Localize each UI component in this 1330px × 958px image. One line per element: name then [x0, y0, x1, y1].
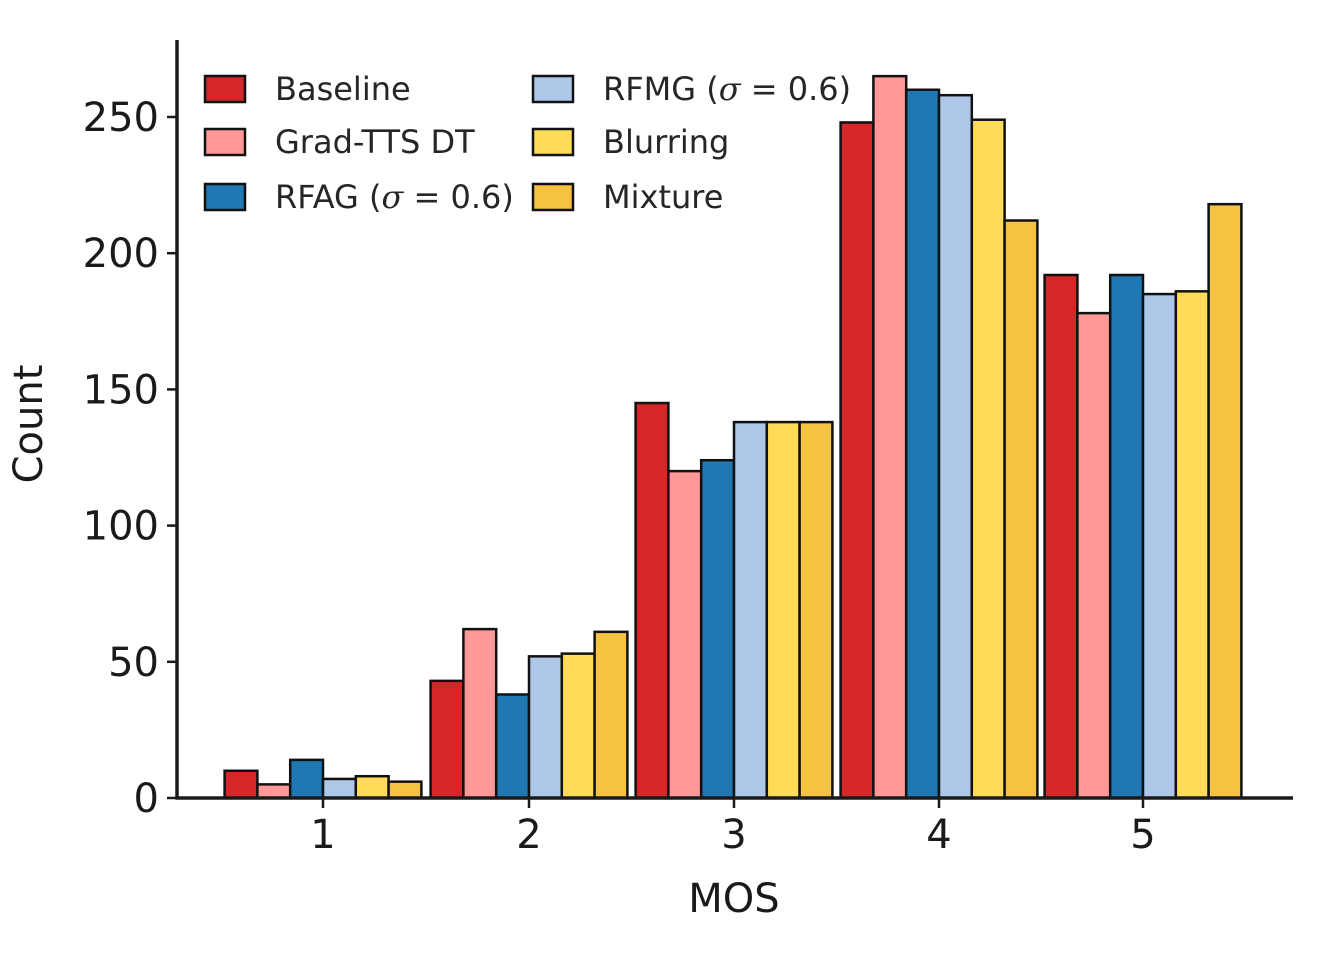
legend-swatch: [531, 74, 575, 104]
legend-item-baseline: Baseline: [203, 70, 411, 108]
legend-swatch: [203, 74, 247, 104]
x-tick-label-1: 1: [310, 812, 335, 858]
bar-baseline-mos-4: [839, 121, 875, 800]
x-tick-label-2: 2: [516, 812, 541, 858]
bar-mixture-mos-5: [1207, 202, 1243, 800]
bar-rfmg-0-6-mos-4: [937, 93, 974, 800]
legend-label: RFAG (σ = 0.6): [275, 178, 514, 216]
legend-label: Blurring: [603, 123, 729, 161]
bar-rfmg-0-6-mos-3: [732, 420, 769, 800]
legend-label: RFMG (σ = 0.6): [603, 70, 851, 108]
bar-rfmg-0-6-mos-2: [527, 655, 564, 800]
bar-grad-tts-dt-mos-1: [256, 783, 292, 800]
bar-rfag-0-6-mos-1: [288, 758, 325, 800]
bar-rfag-0-6-mos-4: [904, 88, 941, 800]
legend-swatch: [203, 127, 247, 157]
y-tick-label-150: 150: [83, 367, 159, 413]
bar-grad-tts-dt-mos-4: [872, 74, 908, 800]
legend-swatch: [531, 182, 575, 212]
bars-layer: [223, 74, 1243, 800]
bar-blurring-mos-3: [765, 420, 801, 800]
bar-blurring-mos-1: [354, 774, 390, 800]
legend: Baseline Grad-TTS DT RFAG (σ = 0.6) RFMG (σ…: [203, 70, 851, 216]
bar-baseline-mos-2: [429, 679, 465, 800]
y-tick-label-250: 250: [83, 95, 159, 141]
y-tick-label-50: 50: [108, 640, 159, 686]
legend-label: Mixture: [603, 178, 723, 216]
y-tick-label-0: 0: [134, 776, 159, 822]
legend-item-rfag-0-6: RFAG (σ = 0.6): [203, 178, 514, 216]
bar-baseline-mos-1: [223, 769, 259, 800]
x-axis-label: MOS: [688, 876, 779, 922]
bar-mixture-mos-4: [1003, 219, 1039, 800]
legend-item-rfmg-0-6: RFMG (σ = 0.6): [531, 70, 851, 108]
bar-blurring-mos-5: [1174, 290, 1210, 800]
bar-grad-tts-dt-mos-2: [462, 627, 498, 800]
x-tick-label-4: 4: [926, 812, 951, 858]
bar-grad-tts-dt-mos-5: [1076, 311, 1112, 800]
bar-rfag-0-6-mos-5: [1108, 273, 1145, 800]
bar-blurring-mos-4: [970, 118, 1006, 800]
bar-mixture-mos-1: [387, 780, 423, 800]
bar-baseline-mos-3: [634, 401, 670, 800]
y-tick-label-100: 100: [83, 504, 159, 550]
bar-mixture-mos-3: [798, 420, 834, 800]
legend-swatch: [531, 127, 575, 157]
bar-rfag-0-6-mos-2: [494, 693, 531, 800]
y-axis-label: Count: [6, 365, 52, 484]
legend-swatch: [203, 182, 247, 212]
bar-rfag-0-6-mos-3: [699, 458, 736, 800]
legend-label: Baseline: [275, 70, 411, 108]
bar-grad-tts-dt-mos-3: [667, 469, 703, 800]
legend-label: Grad-TTS DT: [275, 123, 475, 161]
bar-blurring-mos-2: [560, 652, 596, 800]
y-tick-label-200: 200: [83, 231, 159, 277]
legend-item-grad-tts-dt: Grad-TTS DT: [203, 123, 475, 161]
bar-rfmg-0-6-mos-1: [321, 777, 358, 800]
x-tick-label-3: 3: [721, 812, 746, 858]
bar-mixture-mos-2: [593, 630, 629, 800]
bar-baseline-mos-5: [1043, 273, 1079, 800]
legend-item-blurring: Blurring: [531, 123, 729, 161]
bar-rfmg-0-6-mos-5: [1141, 292, 1178, 800]
x-tick-label-5: 5: [1130, 812, 1155, 858]
ticks-layer: 0 50 100 150 200 250 1 2 3 4 5: [83, 95, 1156, 858]
legend-item-mixture: Mixture: [531, 178, 723, 216]
